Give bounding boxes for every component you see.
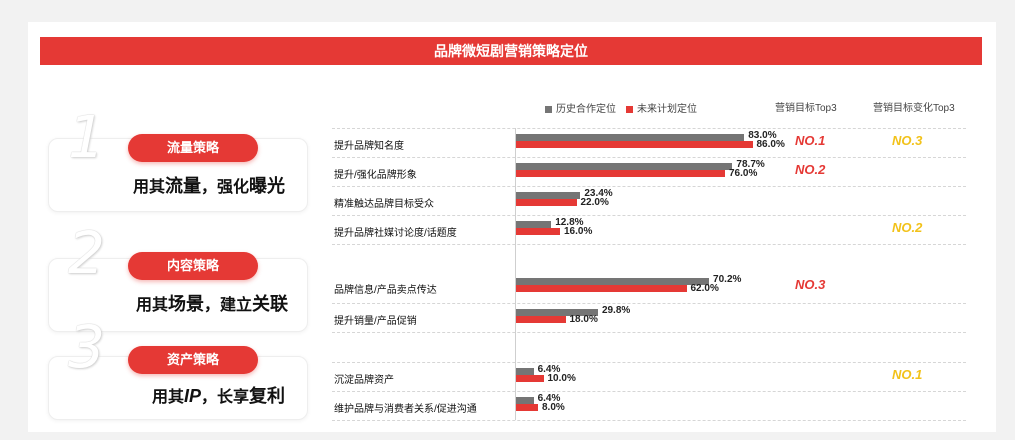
row-label: 品牌信息/产品卖点传达: [334, 285, 437, 296]
row-label: 提升/强化品牌形象: [334, 170, 417, 181]
bar-history: [516, 278, 710, 285]
row-divider: [332, 362, 966, 363]
bar-future: [516, 375, 544, 382]
chart-legend: 历史合作定位 未来计划定位: [545, 100, 697, 115]
goal-rank-badge: NO.2: [795, 162, 826, 177]
value-label-future: 76.0%: [729, 168, 758, 179]
bar-history: [516, 163, 733, 170]
value-label-history: 78.7%: [736, 159, 765, 170]
change-rank-badge: NO.3: [892, 133, 923, 148]
goal-rank-badge: NO.3: [795, 277, 826, 292]
strategy-slogan-traffic: 用其流量，强化曝光: [133, 176, 286, 196]
value-label-future: 16.0%: [564, 226, 593, 237]
value-label-future: 22.0%: [580, 197, 609, 208]
bar-future: [516, 228, 560, 235]
row-label: 沉淀品牌资产: [334, 375, 394, 386]
value-label-history: 70.2%: [713, 274, 742, 285]
bar-history: [516, 134, 745, 141]
bar-future: [516, 170, 725, 177]
strategy-number-2: 2: [68, 219, 105, 287]
strategy-pill-traffic: 流量策略: [128, 134, 258, 162]
bar-future: [516, 404, 538, 411]
strategy-pill-content: 内容策略: [128, 252, 258, 280]
row-divider: [332, 332, 966, 333]
row-label: 提升品牌社媒讨论度/话题度: [334, 228, 457, 239]
value-label-future: 18.0%: [569, 314, 598, 325]
row-divider: [332, 128, 966, 129]
row-divider: [332, 303, 966, 304]
value-label-history: 83.0%: [748, 130, 777, 141]
row-divider: [332, 215, 966, 216]
column-header-goal: 营销目标Top3: [775, 103, 837, 114]
strategy-slogan-content: 用其场景，建立关联: [136, 294, 289, 314]
value-label-history: 29.8%: [601, 305, 631, 316]
value-label-history: 6.4%: [537, 364, 561, 375]
bar-future: [516, 141, 753, 148]
column-header-change: 营销目标变化Top3: [873, 103, 955, 114]
row-label: 提升品牌知名度: [334, 141, 404, 152]
strategy-slogan-asset: 用其IP，长享复利: [152, 386, 286, 406]
change-rank-badge: NO.2: [892, 220, 923, 235]
value-label-future: 8.0%: [542, 402, 565, 413]
row-label: 精准触达品牌目标受众: [334, 199, 434, 210]
row-divider: [332, 186, 966, 187]
bar-future: [516, 316, 566, 323]
legend-item-history: 历史合作定位: [545, 100, 616, 115]
bar-future: [516, 285, 687, 292]
row-divider: [332, 420, 966, 421]
value-label-history: 23.4%: [584, 188, 613, 199]
strategy-pill-asset: 资产策略: [128, 346, 258, 374]
bar-history: [516, 368, 534, 375]
bar-future: [516, 199, 577, 206]
legend-swatch-future: [626, 105, 633, 113]
bar-history: [516, 397, 534, 404]
row-divider: [332, 244, 966, 245]
bar-history: [516, 221, 552, 228]
legend-swatch-history: [545, 105, 552, 113]
value-label-future: 10.0%: [547, 373, 576, 384]
chart-title: 品牌微短剧营销策略定位: [40, 37, 982, 65]
value-label-future: 86.0%: [756, 139, 785, 150]
row-divider: [332, 391, 966, 392]
strategy-number-1: 1: [68, 103, 105, 171]
row-label: 提升销量/产品促销: [334, 316, 417, 327]
chart-axis: [515, 128, 516, 420]
legend-item-future: 未来计划定位: [626, 100, 697, 115]
value-label-future: 62.0%: [690, 283, 719, 294]
change-rank-badge: NO.1: [892, 367, 923, 382]
row-label: 维护品牌与消费者关系/促进沟通: [334, 404, 477, 415]
strategy-number-3: 3: [68, 313, 105, 381]
value-label-history: 6.4%: [537, 393, 561, 404]
value-label-history: 12.8%: [555, 217, 584, 228]
row-divider: [332, 157, 966, 158]
bar-history: [516, 309, 598, 316]
bar-history: [516, 192, 581, 199]
goal-rank-badge: NO.1: [795, 133, 826, 148]
